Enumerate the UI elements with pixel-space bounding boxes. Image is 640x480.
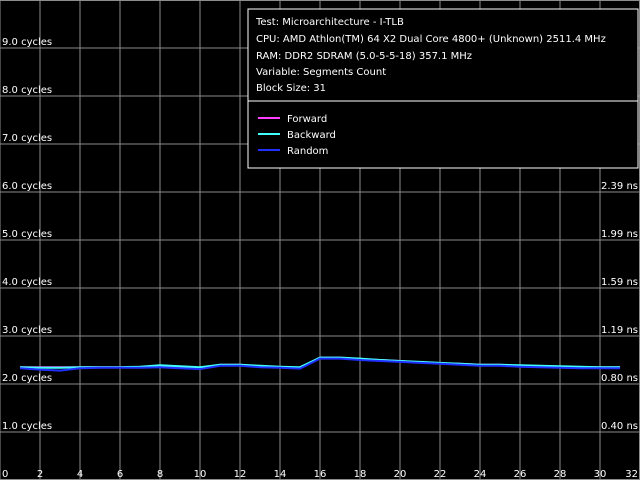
info-test: Test: Microarchitecture - I-TLB [255,17,404,28]
y-left-tick-label: 1.0 cycles [2,421,52,432]
y-left-tick-label: 2.0 cycles [2,373,52,384]
y-left-tick-label: 6.0 cycles [2,181,52,192]
x-tick-label: 14 [274,469,287,480]
y-right-tick-label: 0.80 ns [601,373,638,384]
info-block-size: Block Size: 31 [256,83,326,94]
info-legend-box: Test: Microarchitecture - I-TLB CPU: AMD… [247,8,639,169]
y-left-tick-label: 8.0 cycles [2,85,52,96]
x-tick-label: 24 [474,469,487,480]
x-tick-label: 2 [37,469,43,480]
legend-label-forward: Forward [287,114,327,125]
y-left-tick-label: 7.0 cycles [2,133,52,144]
x-tick-label: 12 [234,469,247,480]
y-left-tick-label: 3.0 cycles [2,325,52,336]
left-axis-labels: 1.0 cycles 2.0 cycles 3.0 cycles 4.0 cycles… [2,37,52,432]
x-tick-label: 6 [117,469,123,480]
x-tick-label: 0 [2,469,8,480]
x-tick-label: 4 [77,469,83,480]
legend-label-random: Random [287,146,328,157]
info-ram: RAM: DDR2 SDRAM (5.0-5-5-18) 357.1 MHz [256,51,472,62]
info-box-frame [247,8,639,169]
legend-label-backward: Backward [287,130,336,141]
y-right-tick-label: 1.19 ns [601,325,638,336]
y-left-tick-label: 4.0 cycles [2,277,52,288]
y-left-tick-label: 5.0 cycles [2,229,52,240]
y-right-tick-label: 2.39 ns [601,181,638,192]
x-tick-label: 22 [434,469,447,480]
y-left-tick-label: 9.0 cycles [2,37,52,48]
info-variable: Variable: Segments Count [256,67,386,78]
series-lines [19,356,620,372]
x-tick-label: 8 [157,469,163,480]
x-tick-label: 18 [354,469,367,480]
y-right-tick-label: 1.59 ns [601,277,638,288]
x-tick-label: 16 [314,469,327,480]
x-tick-label: 30 [594,469,607,480]
y-right-tick-label: 0.40 ns [601,421,638,432]
x-tick-label: 20 [394,469,407,480]
x-tick-label: 32 [625,469,638,480]
y-right-tick-label: 1.99 ns [601,229,638,240]
x-tick-label: 26 [514,469,527,480]
series-line-random [19,357,620,372]
x-tick-label: 28 [554,469,567,480]
x-tick-label: 10 [194,469,207,480]
info-cpu: CPU: AMD Athlon(TM) 64 X2 Dual Core 4800… [256,34,606,45]
x-axis-labels: 0 2 4 6 8 10 12 14 16 18 20 22 24 26 28 30 32 [2,469,638,480]
